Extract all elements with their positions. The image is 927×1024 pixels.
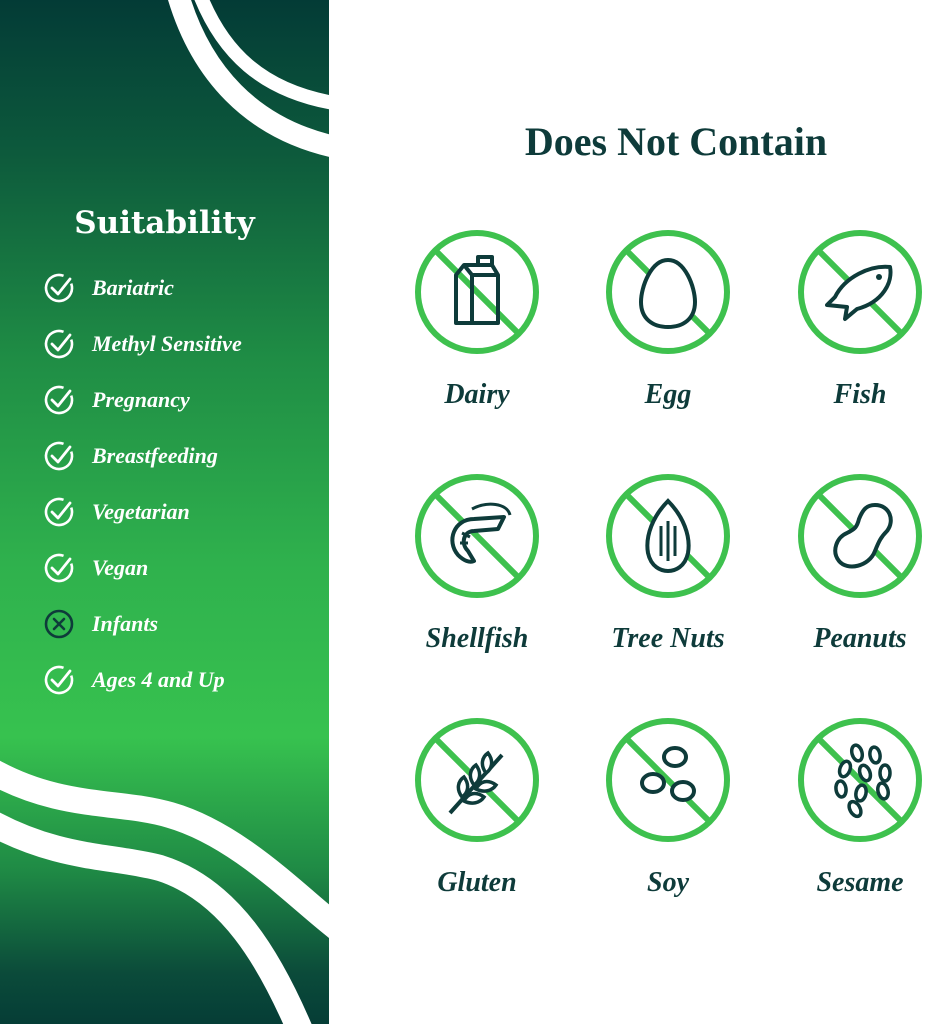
check-circle-icon [44, 497, 74, 527]
suitability-label: Bariatric [92, 275, 174, 300]
wheat-icon [415, 718, 539, 842]
allergen-soy: Soy [573, 715, 763, 899]
allergen-label: Egg [644, 379, 692, 410]
shrimp-icon [415, 474, 539, 598]
sesame-icon [798, 718, 922, 842]
check-circle-icon [44, 553, 74, 583]
allergen-label: Fish [833, 379, 887, 410]
allergen-label: Dairy [444, 379, 510, 410]
allergen-shellfish: Shellfish [382, 471, 572, 655]
suitability-item: Vegan [42, 551, 148, 585]
suitability-label: Breastfeeding [92, 443, 218, 468]
suitability-item: Breastfeeding [42, 439, 218, 473]
suitability-panel: Suitability Bariatric Methyl Sensitive Pre… [0, 0, 329, 1024]
suitability-label: Methyl Sensitive [92, 331, 242, 356]
allergen-label: Sesame [816, 867, 904, 898]
allergen-label: Peanuts [813, 623, 907, 654]
suitability-item: Methyl Sensitive [42, 327, 242, 361]
allergen-label: Tree Nuts [611, 623, 725, 654]
allergen-label: Soy [647, 867, 689, 898]
check-circle-icon [44, 385, 74, 415]
check-circle-icon [44, 665, 74, 695]
fish-icon [798, 230, 922, 354]
does-not-contain-title: Does Not Contain [524, 119, 828, 164]
suitability-item: Vegetarian [42, 495, 190, 529]
egg-icon [606, 230, 730, 354]
suitability-item: Infants [42, 607, 158, 641]
suitability-label: Vegetarian [92, 499, 190, 524]
suitability-title: Suitability [74, 205, 255, 241]
suitability-label: Vegan [92, 555, 149, 580]
suitability-item: Ages 4 and Up [42, 663, 225, 697]
suitability-label: Pregnancy [92, 387, 190, 412]
x-circle-icon [44, 609, 74, 639]
allergen-egg: Egg [573, 227, 763, 411]
suitability-item: Pregnancy [42, 383, 190, 417]
suitability-label: Infants [92, 611, 159, 636]
allergen-label: Shellfish [425, 623, 529, 654]
allergen-label: Gluten [437, 867, 517, 898]
allergen-fish: Fish [765, 227, 927, 411]
allergen-peanuts: Peanuts [765, 471, 927, 655]
check-circle-icon [44, 273, 74, 303]
soybean-icon [606, 718, 730, 842]
allergen-tree-nuts: Tree Nuts [573, 471, 763, 655]
allergen-sesame: Sesame [765, 715, 927, 899]
allergen-gluten: Gluten [382, 715, 572, 899]
almond-icon [606, 474, 730, 598]
decorative-waves [0, 0, 329, 1024]
suitability-item: Bariatric [42, 271, 174, 305]
milk-carton-icon [415, 230, 539, 354]
suitability-label: Ages 4 and Up [92, 667, 225, 692]
allergen-dairy: Dairy [382, 227, 572, 411]
check-circle-icon [44, 441, 74, 471]
check-circle-icon [44, 329, 74, 359]
peanut-icon [798, 474, 922, 598]
